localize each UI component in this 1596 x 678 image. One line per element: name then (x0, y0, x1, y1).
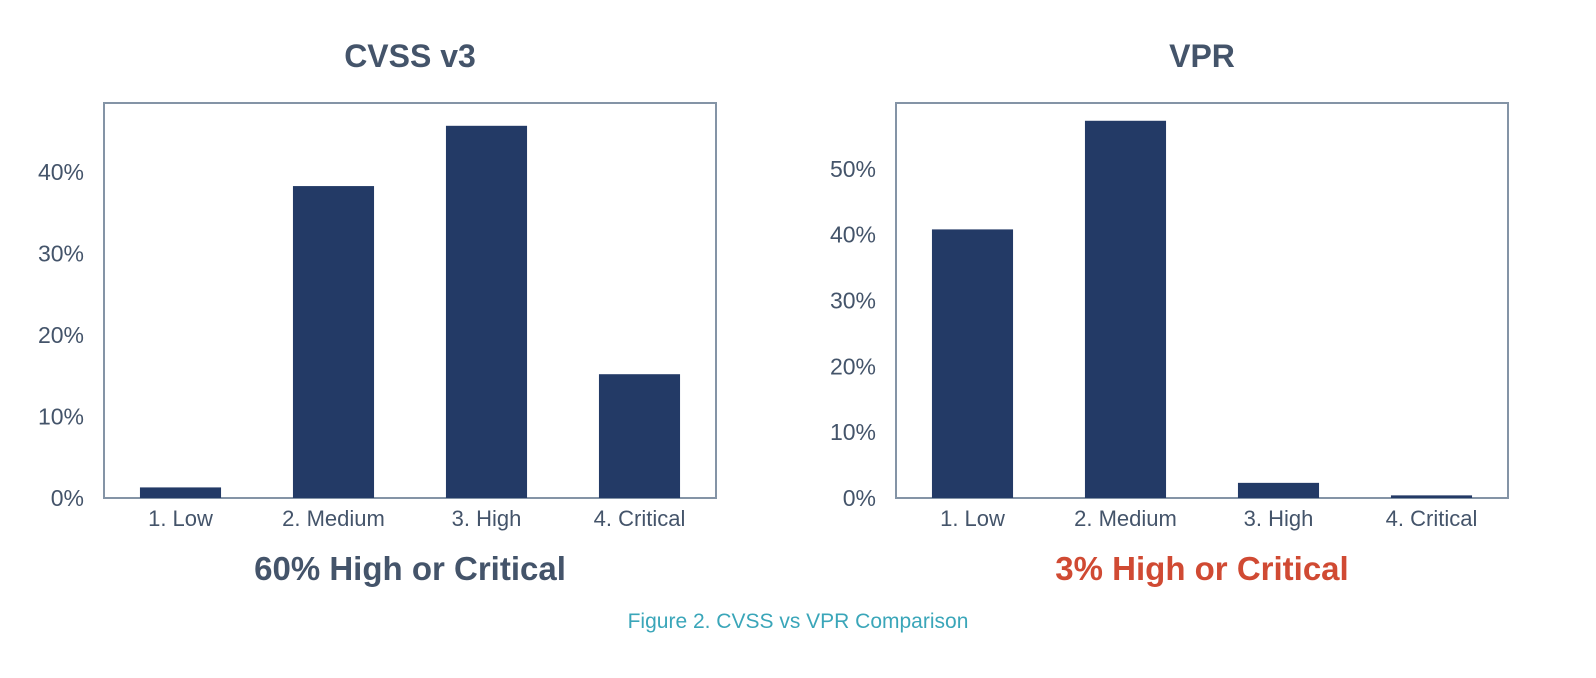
plot-frame (103, 102, 717, 499)
chart-panel-vpr: VPR 0% 10% 20% 30% 40% 50% 1. Low 2. Medium 3. H… (792, 0, 1590, 620)
x-category-label: 4. Critical (1386, 506, 1478, 531)
y-tick-label: 10% (38, 404, 84, 430)
chart-summary: 60% High or Critical (254, 550, 566, 587)
bar-1 (931, 229, 1014, 498)
y-tick-label: 20% (38, 322, 84, 348)
bar-2 (292, 186, 375, 499)
bar-chart-vpr: 0% 10% 20% 30% 40% 50% 1. Low 2. Medium 3. High 4… (830, 102, 1509, 531)
x-category-label: 2. Medium (1074, 506, 1177, 531)
bar-4 (598, 374, 681, 498)
bar-4 (1390, 495, 1473, 498)
bar-3 (1237, 482, 1320, 498)
bar-chart-cvss: 0% 10% 20% 30% 40% 1. Low 2. Medium 3. High 4. C… (38, 102, 717, 531)
bar-2 (1084, 120, 1167, 499)
x-category-label: 1. Low (940, 506, 1005, 531)
x-category-label: 3. High (1244, 506, 1314, 531)
x-category-label: 1. Low (148, 506, 213, 531)
y-tick-label: 10% (830, 419, 876, 445)
bar-1 (139, 487, 222, 498)
figure-caption: Figure 2. CVSS vs VPR Comparison (627, 610, 969, 633)
chart-panel-cvss: CVSS v3 0% 10% 20% 30% 40% 1. Low 2. Medium 3. … (0, 0, 798, 620)
chart-title: VPR (1169, 38, 1235, 74)
bar-3 (445, 125, 528, 498)
chart-title: CVSS v3 (344, 38, 476, 74)
y-tick-label: 40% (38, 159, 84, 185)
x-category-label: 4. Critical (594, 506, 686, 531)
y-tick-label: 50% (830, 156, 876, 182)
x-category-label: 3. High (452, 506, 522, 531)
y-tick-label: 0% (51, 485, 84, 511)
x-category-label: 2. Medium (282, 506, 385, 531)
y-tick-label: 30% (830, 288, 876, 314)
y-tick-label: 30% (38, 241, 84, 267)
y-tick-label: 20% (830, 353, 876, 379)
chart-summary: 3% High or Critical (1055, 550, 1349, 587)
y-tick-label: 0% (843, 485, 876, 511)
plot-frame (895, 102, 1509, 499)
y-tick-label: 40% (830, 222, 876, 248)
